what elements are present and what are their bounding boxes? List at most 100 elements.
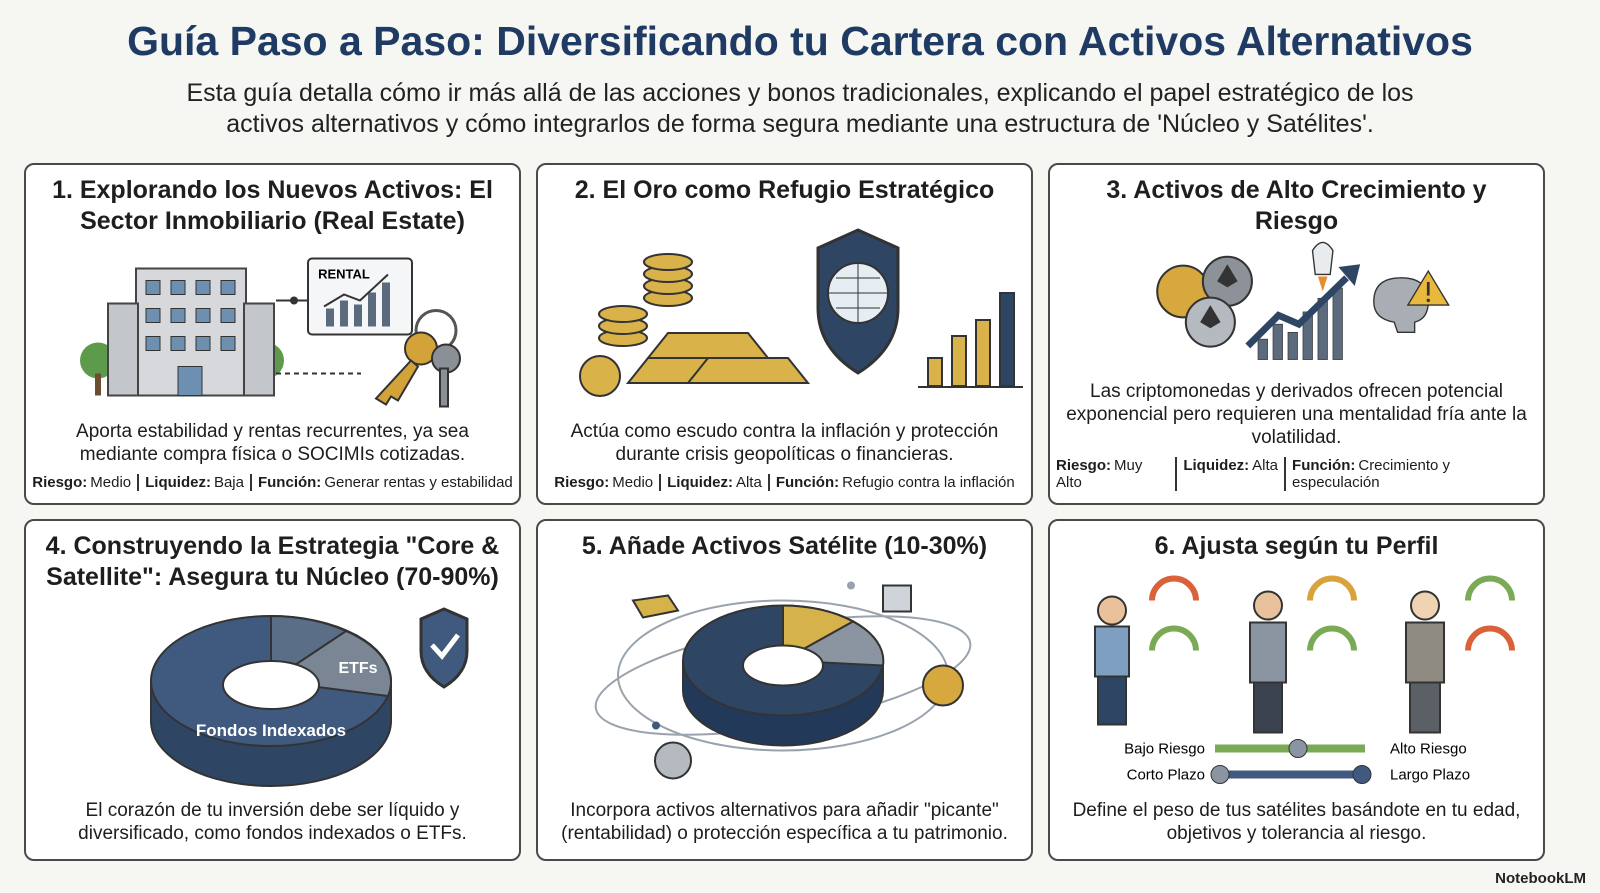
fact: Riesgo: Muy Alto <box>1050 457 1175 491</box>
real-estate-illustration-part-part <box>354 304 362 327</box>
card: 5. Añade Activos Satélite (10-30%) Incor… <box>536 519 1033 861</box>
donut-label: ETFs <box>338 660 377 677</box>
fact: Liquidez: Alta <box>1175 457 1284 491</box>
real-estate-illustration-part <box>107 302 139 397</box>
card: 4. Construyendo la Estrategia "Core & Sa… <box>24 519 521 861</box>
satellite-illustration-part <box>654 741 692 780</box>
real-estate-illustration-part-part <box>368 292 376 327</box>
real-estate-illustration-part-part <box>170 336 186 351</box>
fact-label: Función: <box>1292 457 1356 474</box>
profile-illustration-part <box>1288 739 1308 758</box>
satellite-illustration-part <box>922 664 964 707</box>
fact-label: Riesgo: <box>554 474 610 491</box>
real-estate-illustration-part <box>145 280 236 396</box>
fact: Función: Refugio contra la inflación <box>767 474 1021 491</box>
real-estate-illustration-part-part <box>326 308 334 327</box>
gold-illustration-part <box>579 253 811 397</box>
real-estate-illustration-part-part <box>220 308 236 323</box>
fact-label: Liquidez: <box>667 474 733 491</box>
core-donut-illustration-part <box>419 607 469 689</box>
card-title: 1. Explorando los Nuevos Activos: El Sec… <box>52 176 493 235</box>
fact-label: Riesgo: <box>32 474 88 491</box>
profile-illustration-part <box>1210 765 1230 784</box>
card-facts: Riesgo: Medio Liquidez: Alta Función: Refug… <box>548 474 1021 491</box>
real-estate-illustration-part-part <box>382 282 390 327</box>
profile-illustration-part-part <box>1307 575 1357 601</box>
donut-label: Fondos Indexados <box>196 721 346 740</box>
fact-value: Medio <box>612 474 654 491</box>
gold-illustration-part-part <box>685 357 811 384</box>
fact-value: Muy Alto <box>1056 457 1143 491</box>
card-title: 4. Construyendo la Estrategia "Core & Sa… <box>45 532 500 591</box>
core-donut-illustration-part <box>430 633 460 660</box>
real-estate-illustration-part-part <box>145 280 161 295</box>
card-facts: Riesgo: Muy Alto Liquidez: Alta Función: Cr… <box>1050 457 1543 491</box>
card-description: Actúa como escudo contra la inflación y … <box>570 421 999 465</box>
real-estate-illustration-part <box>323 273 389 308</box>
core-donut-illustration-part <box>222 660 320 710</box>
real-estate-illustration: RENTAL <box>80 257 461 408</box>
profile-illustration-part-part <box>1409 681 1441 734</box>
gold-illustration-part-part <box>975 319 991 387</box>
real-estate-illustration-part <box>95 373 101 396</box>
profile-illustration-part-part <box>1149 625 1199 651</box>
card-description: Aporta estabilidad y rentas recurrentes,… <box>76 421 469 465</box>
card-description: Incorpora activos alternativos para añad… <box>561 800 1008 844</box>
card-description: Las criptomonedas y derivados ofrecen po… <box>1066 381 1527 448</box>
gold-illustration-part-part <box>927 357 943 387</box>
real-estate-illustration-part <box>374 359 420 406</box>
crypto-illustration <box>1156 241 1450 360</box>
profile-illustration-part-part <box>1149 575 1199 601</box>
satellite-illustration-part <box>882 584 912 613</box>
gold-illustration <box>579 228 1023 397</box>
gold-illustration-part-part <box>643 253 693 271</box>
gold-illustration-part <box>999 292 1015 387</box>
profile-illustration-part-part <box>1097 595 1127 626</box>
crypto-illustration-part <box>1245 275 1349 349</box>
real-estate-illustration-part-part <box>220 280 236 295</box>
profile-illustration-part <box>1352 765 1372 784</box>
profile-illustration-part-part <box>1405 621 1445 684</box>
crypto-illustration-part <box>1426 298 1430 303</box>
profile-illustration-part-part <box>1253 590 1283 621</box>
satellite-illustration-part <box>652 721 660 730</box>
real-estate-illustration-part-part <box>195 336 211 351</box>
profile-illustration-part-part <box>1410 590 1440 621</box>
crypto-illustration-part <box>1338 264 1361 287</box>
fact-value: Generar rentas y estabilidad <box>324 474 513 491</box>
slider-label: Alto Riesgo <box>1390 741 1467 758</box>
crypto-illustration-part-part <box>1287 331 1298 360</box>
fact-label: Riesgo: <box>1056 457 1112 474</box>
profile-illustration-part <box>1149 575 1515 651</box>
real-estate-illustration-part-part <box>177 366 203 396</box>
fact-value: Refugio contra la inflación <box>842 474 1015 491</box>
fact-value: Alta <box>1252 457 1279 474</box>
satellite-illustration <box>594 581 972 780</box>
card: 2. El Oro como Refugio Estratégico Actúa… <box>536 163 1033 505</box>
gold-illustration-part <box>927 319 991 387</box>
gold-illustration-part-part <box>598 305 648 323</box>
fact-value: Baja <box>213 474 244 491</box>
real-estate-illustration-part-part <box>145 308 161 323</box>
page-subtitle: Esta guía detalla cómo ir más allá de la… <box>186 79 1414 138</box>
page-title: Guía Paso a Paso: Diversificando tu Cart… <box>127 18 1473 64</box>
card-title: 6. Ajusta según tu Perfil <box>1154 532 1439 560</box>
fact-value: Crecimiento y especulación <box>1292 457 1451 491</box>
gold-illustration-part-part <box>579 355 621 397</box>
profile-illustration-part-part <box>1253 681 1283 734</box>
card: 1. Explorando los Nuevos Activos: El Sec… <box>24 163 521 505</box>
card: 3. Activos de Alto Crecimiento y Riesgo … <box>1048 163 1545 505</box>
real-estate-illustration-part-part <box>195 280 211 295</box>
slider-label: Corto Plazo <box>1127 767 1205 784</box>
crypto-illustration-part <box>1426 281 1430 296</box>
real-estate-illustration-part-part <box>145 336 161 351</box>
real-estate-illustration-part-part <box>170 308 186 323</box>
fact-value: Medio <box>90 474 132 491</box>
fact: Liquidez: Baja <box>137 474 250 491</box>
real-estate-illustration-part <box>439 367 449 408</box>
core-donut-illustration: ETFs Fondos Indexados <box>150 607 469 787</box>
crypto-illustration-part <box>1200 264 1238 329</box>
crypto-illustration-part <box>1311 241 1334 276</box>
profile-illustration-part-part <box>1097 675 1127 726</box>
